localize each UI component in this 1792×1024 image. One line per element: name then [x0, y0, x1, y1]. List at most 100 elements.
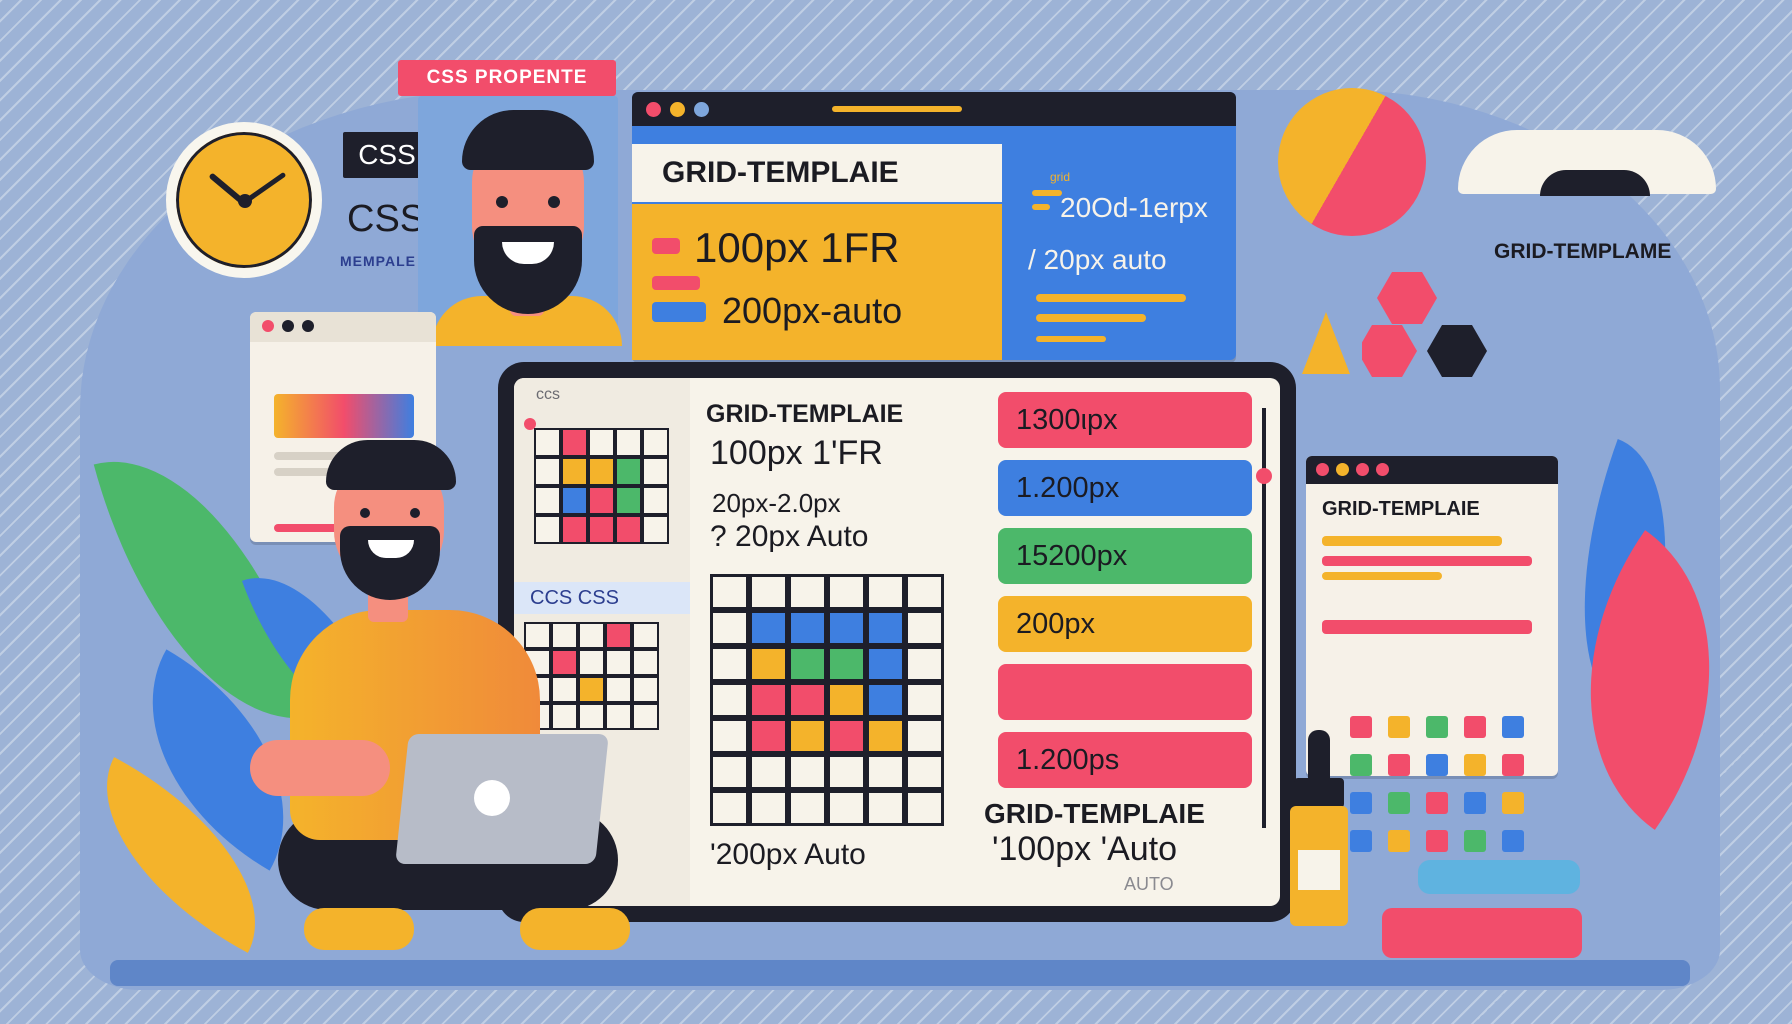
grid-cell	[905, 790, 944, 826]
css-tab: CCS CSS	[514, 582, 690, 614]
grid-cell	[827, 574, 866, 610]
grid-cell	[749, 718, 788, 754]
grid-cell	[710, 646, 749, 682]
color-dot-grid	[1350, 716, 1540, 886]
right-side-window: GRID-TEMPLAIE	[1306, 456, 1558, 852]
grid-cell	[866, 790, 905, 826]
color-swatch	[1388, 830, 1410, 852]
grid-cell	[561, 457, 588, 486]
grid-cell	[588, 486, 615, 515]
color-swatch	[1464, 716, 1486, 738]
color-swatch	[1350, 754, 1372, 776]
color-swatch	[1502, 830, 1524, 852]
grid-cell	[561, 428, 588, 457]
grid-cell	[561, 515, 588, 544]
color-swatch	[1464, 754, 1486, 776]
grid-cell	[788, 754, 827, 790]
color-swatch	[1388, 754, 1410, 776]
small-grid	[534, 428, 670, 546]
grid-cell	[534, 486, 561, 515]
grid-cell	[905, 682, 944, 718]
screen-bottom-faint: AUTO	[1124, 874, 1174, 894]
grid-cell	[788, 682, 827, 718]
grid-cell	[551, 622, 578, 649]
css-property-badge: CSS PROPENTE	[398, 60, 616, 96]
color-swatch	[1388, 716, 1410, 738]
color-swatch	[1502, 716, 1524, 738]
grid-cell	[749, 574, 788, 610]
grid-cell	[642, 486, 669, 515]
corner-label: GRID-TEMPLAME	[1494, 240, 1672, 263]
grid-cell	[788, 718, 827, 754]
screen-bottom-left: '200px Auto	[710, 838, 866, 871]
grid-cell	[905, 574, 944, 610]
grid-cell	[866, 574, 905, 610]
color-swatch	[1464, 792, 1486, 814]
top-window-side-tiny: grid	[1050, 170, 1071, 184]
grid-cell	[749, 754, 788, 790]
color-swatch	[1388, 792, 1410, 814]
grid-cell	[866, 682, 905, 718]
grid-cell	[588, 428, 615, 457]
grid-cell	[905, 646, 944, 682]
hexagon-decoration	[1357, 270, 1512, 390]
grid-cell	[827, 646, 866, 682]
grid-cell	[632, 676, 659, 703]
color-swatch	[1502, 792, 1524, 814]
grid-cell	[710, 754, 749, 790]
main-monitor: ccs CCS CSS GRID-TEMPLAIE 100px 1'FR 20p…	[498, 362, 1296, 922]
color-swatch	[1426, 754, 1448, 776]
grid-cell	[866, 646, 905, 682]
screen-bottom-line: '100px 'Auto	[992, 830, 1178, 868]
screen-line2: 20px-2.0px	[712, 488, 841, 518]
grid-cell	[588, 515, 615, 544]
size-pill: 15200px	[998, 528, 1252, 584]
size-pill: 1.200px	[998, 460, 1252, 516]
grid-cell	[749, 682, 788, 718]
screen-bottom-heading: GRID-TEMPLAIE	[984, 798, 1205, 829]
grid-cell	[588, 457, 615, 486]
grid-cell	[827, 610, 866, 646]
color-swatch	[1464, 830, 1486, 852]
grid-cell	[615, 428, 642, 457]
grid-cell	[749, 646, 788, 682]
grid-cell	[551, 703, 578, 730]
triangle-decoration	[1302, 312, 1350, 374]
color-swatch	[1426, 716, 1448, 738]
size-pill: 200px	[998, 596, 1252, 652]
grid-cell	[749, 610, 788, 646]
grid-cell	[561, 486, 588, 515]
grid-cell	[788, 790, 827, 826]
grid-cell	[710, 610, 749, 646]
top-window-line1: 100px 1FR	[694, 224, 900, 271]
big-grid	[710, 574, 944, 826]
floor-bar	[110, 960, 1690, 986]
grid-cell	[642, 428, 669, 457]
grid-cell	[788, 610, 827, 646]
right-window-heading: GRID-TEMPLAIE	[1322, 498, 1480, 520]
grid-cell	[710, 718, 749, 754]
grid-cell	[866, 610, 905, 646]
size-pill	[998, 664, 1252, 720]
grid-cell	[710, 790, 749, 826]
grid-cell	[642, 515, 669, 544]
template-word: MEMPALE	[340, 253, 416, 269]
grid-cell	[605, 703, 632, 730]
grid-cell	[551, 649, 578, 676]
grid-cell	[578, 676, 605, 703]
grid-cell	[605, 622, 632, 649]
grid-cell	[866, 754, 905, 790]
css-tag-large: CSS	[347, 198, 426, 240]
grid-cell	[632, 703, 659, 730]
grid-cell	[615, 515, 642, 544]
grid-cell	[578, 622, 605, 649]
screen-tab-label: ccs	[536, 386, 560, 403]
grid-cell	[827, 754, 866, 790]
top-window-line2: 200px-auto	[722, 290, 903, 331]
color-swatch	[1426, 792, 1448, 814]
grid-cell	[710, 574, 749, 610]
grid-cell	[827, 682, 866, 718]
grid-cell	[866, 718, 905, 754]
grid-cell	[551, 676, 578, 703]
